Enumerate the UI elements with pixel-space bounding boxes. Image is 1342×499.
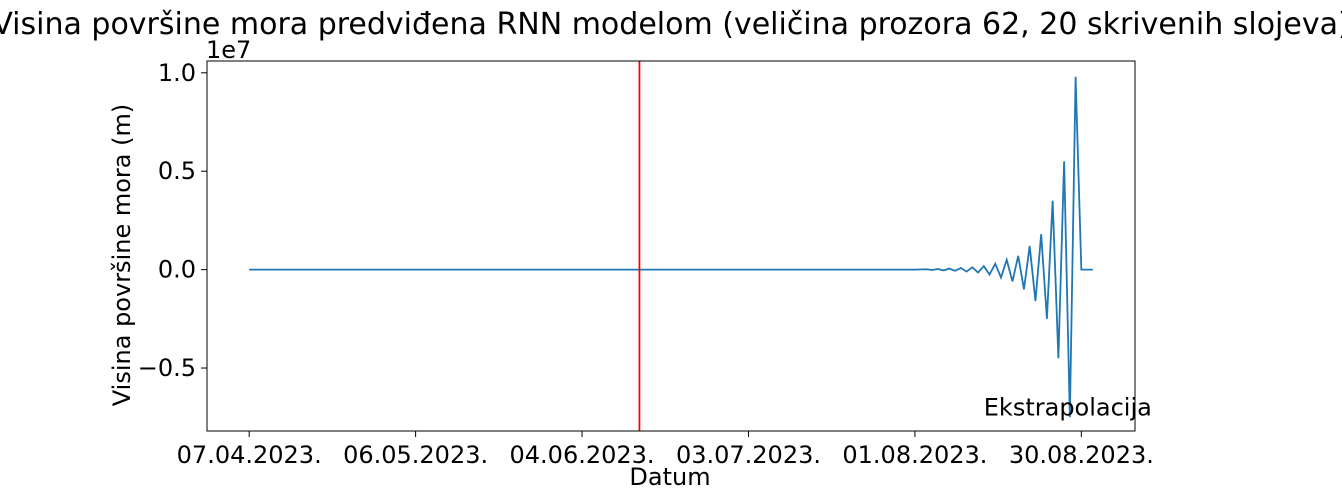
y-offset-label: 1e7	[206, 36, 251, 64]
chart-title: Visina površine mora predviđena RNN mode…	[0, 7, 1342, 42]
x-tick-label: 07.04.2023.	[177, 441, 322, 469]
y-tick-label: 1.0	[158, 59, 196, 87]
y-tick-label: −0.5	[138, 354, 196, 382]
x-tick-label: 06.05.2023.	[343, 441, 488, 469]
y-tick-label: 0.0	[158, 256, 196, 284]
x-tick-label: 03.07.2023.	[676, 441, 821, 469]
plot-frame	[206, 60, 1136, 432]
x-tick-label: 01.08.2023.	[842, 441, 987, 469]
y-axis-label: Visina površine mora (m)	[108, 104, 136, 406]
x-tick-label: 30.08.2023.	[1009, 441, 1154, 469]
plot-area: 07.04.2023. 06.05.2023. 04.06.2023. 03.07.2…	[138, 59, 1154, 469]
y-tick-label: 0.5	[158, 157, 196, 185]
extrapolation-annotation: Ekstrapolacija	[984, 393, 1152, 421]
x-tick-label: 04.06.2023.	[510, 441, 655, 469]
series-line	[249, 76, 1093, 418]
x-axis-label: Datum	[629, 463, 710, 491]
